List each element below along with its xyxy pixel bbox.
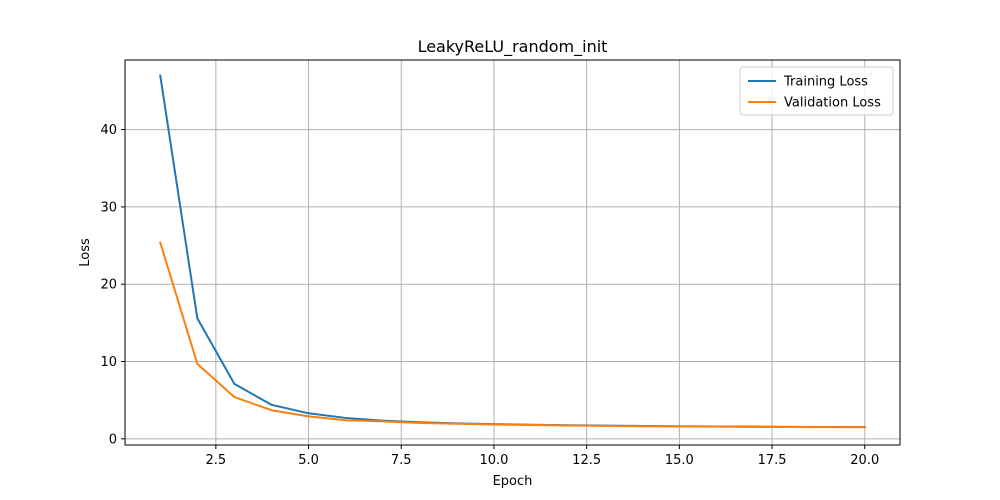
y-tick-label: 40 [100, 123, 117, 138]
grid [125, 60, 900, 445]
legend: Training Loss Validation Loss [739, 66, 894, 116]
series-line-training-loss [159, 74, 866, 429]
x-tick-label: 12.5 [572, 453, 601, 468]
y-tick-label: 0 [109, 432, 117, 447]
x-ticks: 2.5 5.0 7.5 10.0 12.5 15.0 17.5 20.0 [206, 445, 879, 468]
series-line-validation-loss [158, 241, 866, 429]
x-tick-label: 2.5 [206, 453, 227, 468]
x-tick-label: 7.5 [391, 453, 412, 468]
x-tick-label: 5.0 [298, 453, 319, 468]
x-tick-label: 17.5 [758, 453, 787, 468]
x-tick-label: 10.0 [479, 453, 508, 468]
series-layer [158, 74, 866, 429]
y-tick-label: 30 [100, 200, 117, 215]
x-axis-label: Epoch [493, 474, 533, 489]
chart-title: LeakyReLU_random_init [418, 37, 608, 57]
plot-frame [124, 59, 901, 446]
x-tick-label: 15.0 [665, 453, 694, 468]
legend-box [739, 66, 894, 116]
y-ticks: 0 10 20 30 40 [100, 123, 125, 447]
y-tick-label: 20 [100, 278, 117, 293]
y-axis-label: Loss [78, 238, 93, 267]
y-tick-label: 10 [100, 355, 117, 370]
legend-label: Validation Loss [784, 96, 881, 111]
x-tick-label: 20.0 [850, 453, 879, 468]
legend-label: Training Loss [783, 75, 868, 90]
